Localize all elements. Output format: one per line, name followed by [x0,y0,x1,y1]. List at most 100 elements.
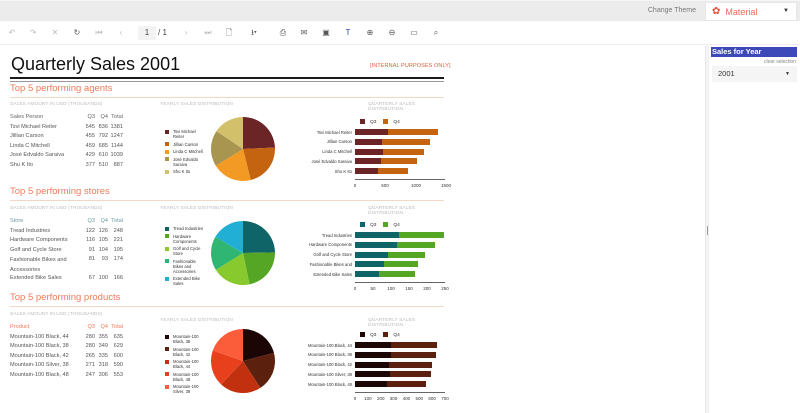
bar-category-label: Mountain-100 Black, 44 [308,342,352,348]
fullscreen-icon[interactable]: ▭ [410,28,418,37]
cell: 67 [88,275,95,281]
legend-swatch [165,276,169,281]
bar-segment-q3 [355,371,390,378]
search-icon[interactable]: ⌕ [433,28,439,37]
cell: 265 [85,352,95,359]
legend-swatch [165,246,169,251]
x-tick-label: 200 [376,396,385,401]
cell: 1144 [110,142,123,149]
pie-caption: YEARLY SALES DISTRIBUTION [160,318,233,323]
legend-item: Jillian Carson [165,142,205,147]
pie-legend: Mountain-100 Black, 38 Mountain-100 Black… [165,334,205,397]
bar-category-label: Tread Industries [321,232,352,238]
legend-swatch [165,359,169,364]
print-icon[interactable]: ⎙ [279,28,287,37]
refresh-icon[interactable]: ↻ [73,28,81,37]
legend-item: José Edvaldo Saraiva [165,157,205,167]
splitter-handle[interactable] [707,226,708,235]
bar-category-label: Tsvi Michael Reiter [316,129,352,135]
redo-icon[interactable]: ↷ [29,28,37,37]
bar-segment-q4 [389,371,431,378]
legend-item: Mountain-100 Black, 42 [165,347,205,357]
legend-label: Q4 [393,332,400,338]
bar-caption: QUARTERLY SALES DISTRIBUTION [368,102,416,112]
bar-segment-q3 [355,342,391,348]
cell: Golf and Cycle Store [10,246,62,253]
col-header: Total [111,114,123,120]
stacked-bar [355,351,436,358]
zoom-out-icon[interactable]: ⊖ [388,28,396,37]
last-page-icon[interactable]: ⏭ [204,28,212,37]
cell: Mountain-100 Black, 42 [10,352,69,359]
cell: 280 [85,343,95,349]
bar-segment-q4 [387,129,438,135]
title-divider-thin [10,81,444,82]
stores-section: Top 5 performing stores SALES AMOUNT IN … [10,186,449,291]
bar-caption: QUARTERLY SALES DISTRIBUTION [368,206,416,216]
save-icon[interactable]: ▣ [322,28,330,37]
col-header: Sales Person [10,114,44,120]
parameter-title: Sales for Year [711,47,797,57]
pie-legend: Tread Industries Hardware Components Golf … [165,226,205,289]
legend-label: Extended Bike Sales [173,276,201,286]
x-tick-label: 0 [353,396,357,401]
legend-item: Mountain-100 Silver, 38 [165,384,205,394]
next-page-icon[interactable]: › [184,28,188,37]
legend-item: Shu K Ito [165,169,205,174]
legend-item: Golf and Cycle Store [165,246,205,256]
cell: 195 [113,246,123,253]
cell: 100 [98,275,108,281]
legend-swatch [360,332,365,337]
previous-page-icon[interactable]: ‹ [119,28,123,37]
stacked-bar [355,168,409,175]
col-header: Total [111,324,123,330]
filter-icon[interactable]: T [345,28,351,37]
legend-label: Q3 [370,119,377,125]
email-icon[interactable]: ✉ [300,28,308,37]
total-pages: / 1 [158,28,167,37]
export-icon[interactable]: ⭳▾ [251,28,257,37]
zoom-in-icon[interactable]: ⊕ [366,28,374,37]
legend-label: Fashionable Bikes and Accessories [173,258,196,274]
legend-swatch [360,222,365,227]
pie-slice [211,131,243,166]
x-tick-label: 1000 [411,183,422,188]
stacked-bar [355,271,416,278]
legend-item: Tsvi Michael Reiter [165,129,205,139]
legend-label: Golf and Cycle Store [173,246,201,256]
chevron-down-icon: ▼ [783,8,789,14]
cell: 355 [98,333,108,340]
first-page-icon[interactable]: ⏮ [95,28,103,37]
legend-swatch [165,142,169,146]
page-setup-icon[interactable]: 🗋 [225,28,233,37]
bar-segment-q4 [379,271,416,278]
x-tick-label: 100 [387,286,395,291]
pie-chart [211,329,275,393]
clear-selection-link[interactable]: clear selection [764,59,796,65]
legend-swatch [383,119,389,124]
x-tick-label: 250 [441,286,449,291]
x-tick-label: 300 [389,396,398,401]
bar-segment-q4 [382,148,424,155]
stop-icon[interactable]: ✕ [51,28,59,37]
cell: Tsvi Michael Reiter [10,123,57,130]
legend-swatch [165,226,169,231]
x-tick-label: 400 [402,396,411,401]
cell: 81 [88,256,95,262]
legend-swatch [165,334,169,339]
cell: Linda C Mitchell [10,142,50,149]
cell: 122 [85,227,95,234]
theme-select[interactable]: ✿ Material ▼ [705,2,797,21]
stacked-bar [355,251,426,258]
year-value: 2001 [718,69,735,78]
bar-segment-q3 [355,241,397,248]
report-viewer: Quarterly Sales 2001 [INTERNAL PURPOSES … [0,46,706,413]
bar-caption: QUARTERLY SALES DISTRIBUTION [368,318,416,328]
col-header: Q3 [87,218,95,224]
agents-section: Top 5 performing agents SALES AMOUNT IN … [10,83,451,188]
pie-slice [215,221,243,253]
year-select[interactable]: 2001 ▼ [712,66,797,82]
undo-icon[interactable]: ↶ [8,28,16,37]
current-page-input[interactable]: 1 [138,26,156,40]
table-caption: SALES AMOUNT IN USD (THOUSANDS) [10,102,103,107]
